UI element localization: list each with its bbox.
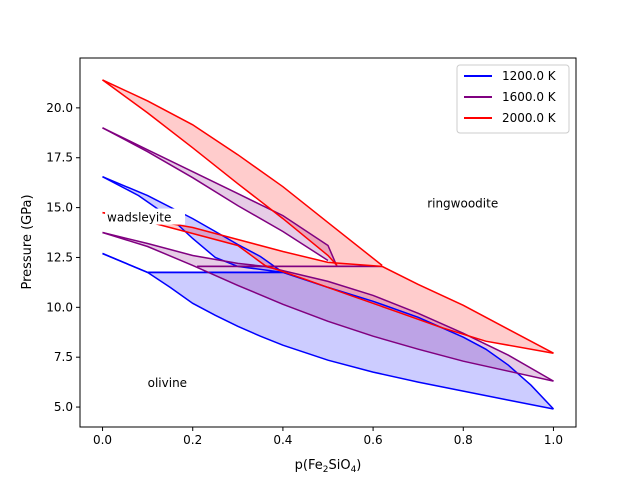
boundary-upper-1600-0-k-1 [102, 127, 329, 262]
region-fill-1600-0-k-0 [102, 232, 554, 382]
region-fill-1200-0-k-0 [102, 253, 554, 409]
legend-box [456, 64, 570, 134]
x-tick-label: 0.6 [364, 433, 383, 447]
region-fill-1200-0-k-1 [102, 176, 283, 273]
x-axis-label-end: ) [356, 458, 361, 473]
boundary-lower-1200-0-k-1 [102, 176, 284, 274]
x-tick-label: 1.0 [544, 433, 563, 447]
x-tick-label: 0.2 [183, 433, 202, 447]
x-axis-label-mid: SiO [328, 458, 350, 473]
boundary-lower-2000-0-k-0 [102, 211, 554, 354]
y-tick-label: 12.5 [46, 250, 73, 264]
annotation-ringwoodite: ringwoodite [427, 197, 498, 211]
x-tick-label: 0.8 [454, 433, 473, 447]
legend: 1200.0 K 1600.0 K 2000.0 K [456, 64, 570, 134]
boundary-upper-1200-0-k-0 [102, 252, 554, 410]
x-axis-label-sub2: 4 [351, 465, 357, 475]
x-axis-label: p(Fe2SiO4) [295, 458, 362, 475]
boundary-upper-1600-0-k-0 [102, 231, 554, 382]
boundary-lower-2000-0-k-1 [102, 79, 383, 266]
x-ticks: 0.0 0.2 0.4 0.6 0.8 1.0 [93, 427, 563, 447]
y-tick-label: 5.0 [54, 400, 73, 414]
y-tick-label: 15.0 [46, 201, 73, 215]
x-tick-label: 0.0 [93, 433, 112, 447]
annotation-wadsleyite: wadsleyite [107, 211, 171, 225]
annotation-olivine: olivine [148, 376, 187, 390]
y-tick-label: 10.0 [46, 300, 73, 314]
x-axis-label-sub1: 2 [323, 465, 329, 475]
y-axis-label: Pressure (GPa) [20, 194, 35, 289]
y-ticks: 5.0 7.5 10.0 12.5 15.0 17.5 20.0 [46, 101, 80, 414]
x-tick-label: 0.4 [273, 433, 292, 447]
boundary-lower-1600-0-k-1 [102, 127, 338, 267]
axes-layer [79, 57, 577, 428]
y-tick-label: 7.5 [54, 350, 73, 364]
regions-layer [102, 79, 554, 409]
plot-frame [79, 57, 577, 428]
boundary-lower-1600-0-k-0 [102, 231, 554, 382]
legend-label-1600k: 1600.0 K [502, 90, 557, 104]
y-tick-label: 20.0 [46, 101, 73, 115]
region-fill-2000-0-k-0 [102, 212, 554, 354]
legend-label-1200k: 1200.0 K [502, 69, 557, 83]
annotation-bg-wadsleyite [105, 208, 186, 225]
region-fill-2000-0-k-1 [102, 79, 383, 266]
legend-label-2000k: 2000.0 K [502, 111, 557, 125]
annotations: olivine wadsleyite ringwoodite [105, 197, 498, 390]
boundary-upper-2000-0-k-0 [102, 211, 554, 354]
x-axis-label-base: p(Fe [295, 458, 323, 473]
lines-layer [102, 79, 555, 410]
boundary-upper-2000-0-k-1 [102, 79, 338, 266]
y-tick-label: 17.5 [46, 151, 73, 165]
